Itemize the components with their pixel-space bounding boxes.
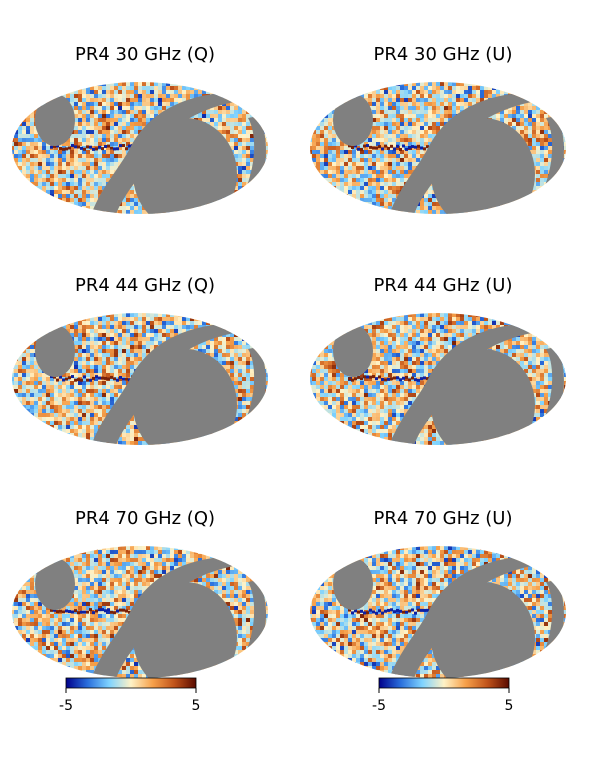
colorbar-min-label: -5 — [59, 698, 73, 714]
mask-region — [333, 325, 373, 377]
colorbar-gradient — [378, 677, 510, 693]
panel-title: PR4 44 GHz (U) — [373, 275, 513, 296]
sky-map-70ghz-u — [310, 546, 566, 678]
colorbar-left: -5 5 — [59, 676, 259, 736]
mask-region — [333, 94, 373, 146]
mask-band — [388, 93, 543, 214]
mask-region — [35, 558, 75, 610]
mask-region — [35, 94, 75, 146]
mask-region — [431, 582, 535, 678]
mask-region — [431, 349, 535, 445]
sky-map-30ghz-q — [12, 82, 268, 214]
mask-band — [90, 93, 245, 214]
colorbar-max-label: 5 — [191, 698, 201, 714]
sky-map-70ghz-q — [12, 546, 268, 678]
colorbar-right: -5 5 — [372, 676, 572, 736]
panel-title: PR4 30 GHz (U) — [373, 44, 513, 65]
mask-band — [90, 557, 245, 678]
panel-title: PR4 30 GHz (Q) — [74, 44, 216, 65]
colorbar-gradient — [65, 677, 197, 693]
mask-region — [133, 349, 237, 445]
mask-region — [133, 118, 237, 214]
mask-band — [388, 324, 543, 445]
mask-region — [431, 118, 535, 214]
colorbar-min-label: -5 — [372, 698, 386, 714]
panel-title: PR4 70 GHz (Q) — [74, 508, 216, 529]
panel-title: PR4 44 GHz (Q) — [74, 275, 216, 296]
sky-map-30ghz-u — [310, 82, 566, 214]
mask-region — [35, 325, 75, 377]
sky-map-44ghz-u — [310, 313, 566, 445]
panel-title: PR4 70 GHz (U) — [373, 508, 513, 529]
mask-region — [133, 582, 237, 678]
colorbar-max-label: 5 — [504, 698, 514, 714]
mask-region — [333, 558, 373, 610]
sky-map-44ghz-q — [12, 313, 268, 445]
mask-band — [90, 324, 245, 445]
mask-band — [388, 557, 543, 678]
